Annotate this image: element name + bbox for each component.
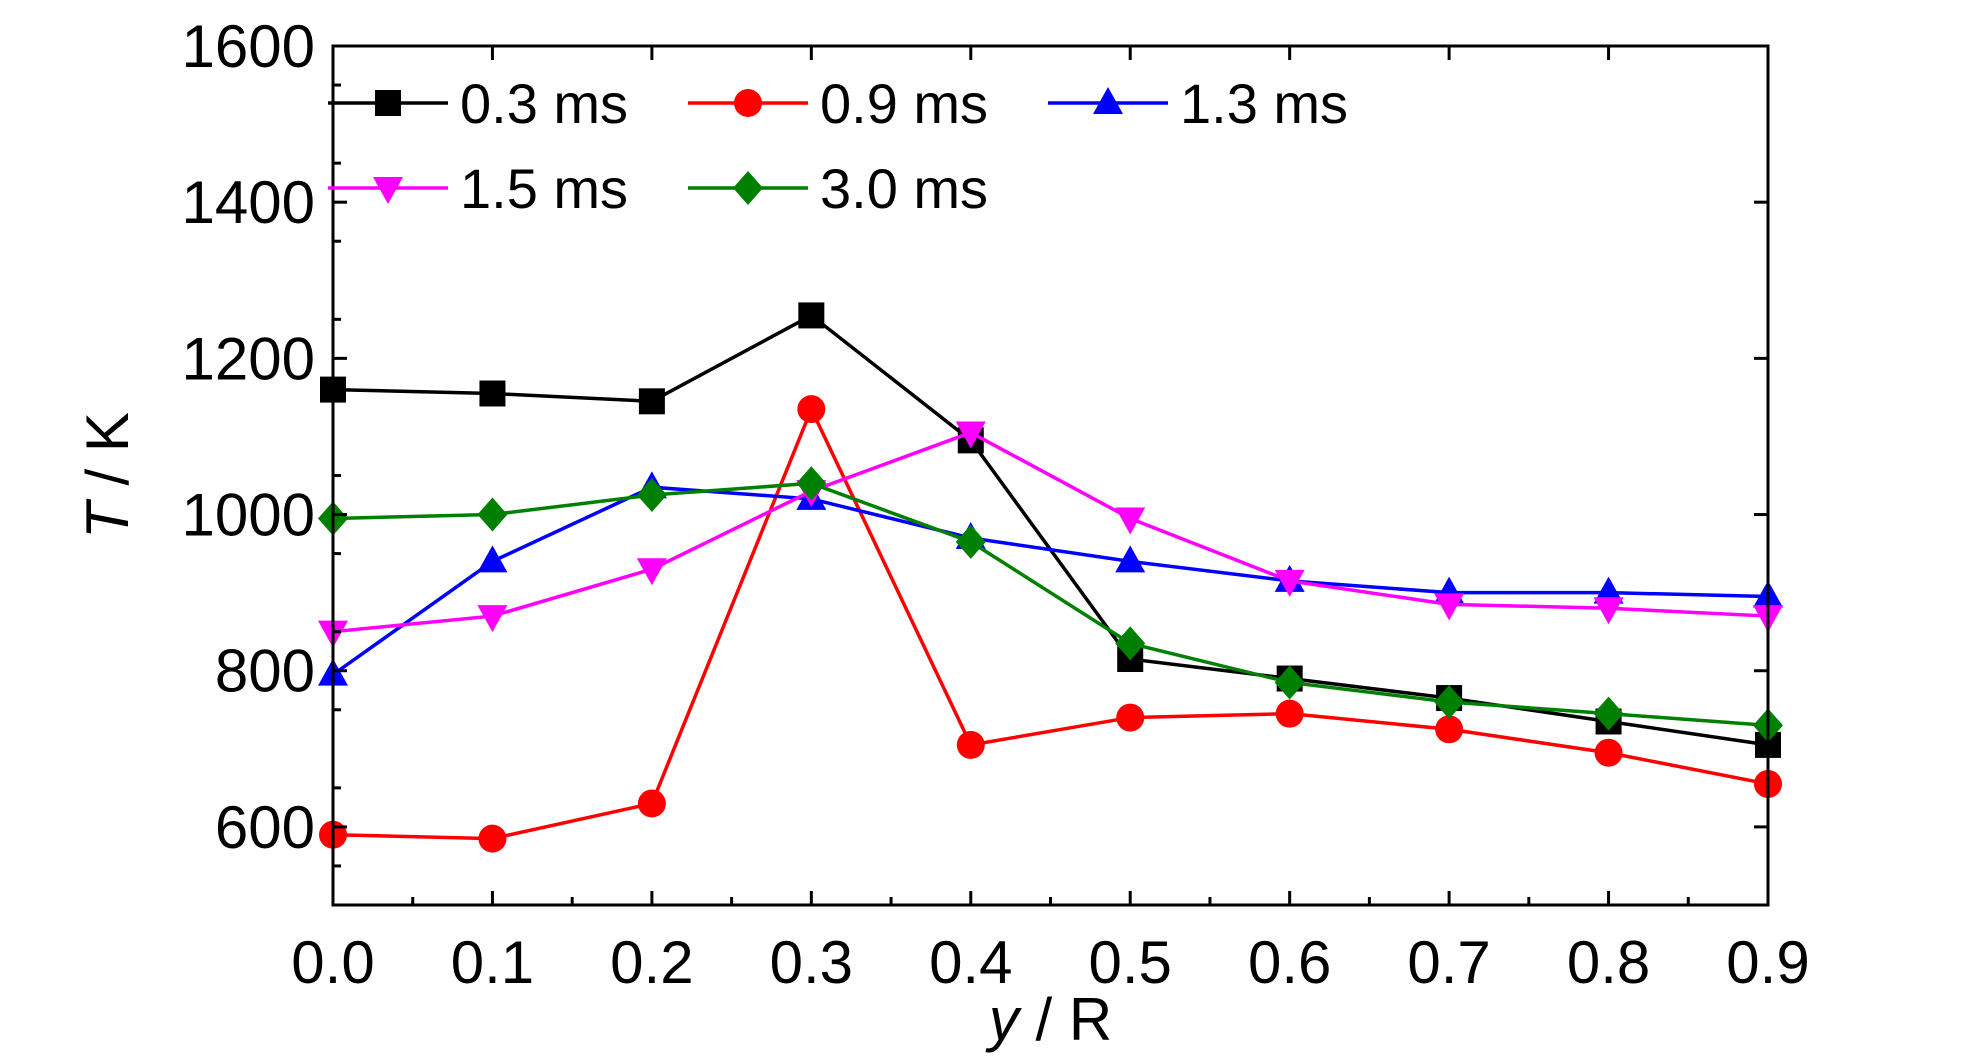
data-point [1593, 597, 1624, 625]
legend-marker [1093, 87, 1123, 114]
series-1-3-ms [318, 471, 1783, 686]
series-0-9-ms [319, 395, 1782, 853]
data-point [955, 524, 986, 559]
legend-item: 1.3 ms [1048, 72, 1348, 135]
data-point [1594, 738, 1623, 767]
legend-item: 3.0 ms [688, 157, 988, 220]
legend-item: 1.5 ms [328, 157, 628, 220]
legend-label: 0.3 ms [460, 72, 628, 135]
data-point [1434, 684, 1465, 719]
y-tick-label: 1000 [182, 482, 315, 549]
data-point [477, 545, 508, 573]
legend-label: 1.5 ms [460, 157, 628, 220]
legend-label: 1.3 ms [1180, 72, 1348, 135]
plot-area [318, 302, 1783, 853]
y-axis-label: T / K [74, 412, 141, 539]
legend-marker [733, 171, 763, 205]
x-tick-label: 0.0 [291, 929, 374, 996]
x-tick-label: 0.5 [1089, 929, 1172, 996]
data-point [478, 824, 507, 853]
series-line [331, 485, 1769, 677]
data-point [637, 789, 666, 818]
x-tick-label: 0.7 [1407, 929, 1490, 996]
y-tick-label: 1200 [182, 325, 315, 392]
x-tick-label: 0.2 [610, 929, 693, 996]
y-axis-unit: / K [74, 412, 141, 502]
data-point [1115, 545, 1146, 573]
series-line [332, 430, 1769, 634]
x-tick-label: 0.9 [1726, 929, 1809, 996]
legend-item: 0.3 ms [328, 72, 628, 135]
x-tick-label: 0.3 [770, 929, 853, 996]
legend-item: 0.9 ms [688, 72, 988, 135]
y-tick-label: 1600 [182, 13, 315, 80]
series-3-0-ms [318, 466, 1783, 743]
x-tick-label: 0.6 [1248, 929, 1331, 996]
legend-label: 0.9 ms [820, 72, 988, 135]
data-point [477, 497, 508, 532]
x-tick-label: 0.4 [929, 929, 1012, 996]
axes: 0.0 0.1 0.2 0.3 0.4 0.5 0.6 0.7 0.8 0.9 600 800 1000… [182, 13, 1810, 996]
y-tick-label: 600 [215, 794, 315, 861]
data-point [638, 388, 665, 415]
data-point [477, 605, 508, 633]
legend-marker [373, 177, 403, 204]
series-0-3-ms [320, 302, 1781, 758]
data-point [1274, 665, 1305, 700]
series-1-5-ms [318, 421, 1783, 648]
data-point [798, 302, 825, 329]
data-point [1115, 507, 1146, 535]
y-axis-variable: T [74, 498, 141, 539]
data-point [636, 478, 667, 513]
series-line [332, 313, 1769, 747]
x-axis-unit: / R [1019, 986, 1112, 1053]
legend-marker [375, 90, 401, 116]
data-point [479, 380, 506, 407]
series-line [332, 481, 1769, 728]
data-point [797, 395, 826, 424]
data-point [1274, 569, 1305, 597]
x-axis-label: y / R [985, 986, 1112, 1053]
data-point [955, 421, 986, 449]
x-tick-label: 0.8 [1567, 929, 1650, 996]
data-point [796, 466, 827, 501]
legend-marker [734, 89, 762, 117]
data-point [1593, 576, 1624, 604]
data-point [1116, 703, 1145, 732]
data-point [1275, 699, 1304, 728]
data-point [1593, 696, 1624, 731]
data-point [636, 558, 667, 586]
data-point [956, 730, 985, 759]
data-point [1435, 715, 1464, 744]
legend-label: 3.0 ms [820, 157, 988, 220]
data-point [1434, 593, 1465, 621]
y-tick-label: 800 [215, 638, 315, 705]
x-tick-label: 0.1 [451, 929, 534, 996]
legend: 0.3 ms 0.9 ms 1.3 ms 1.5 ms 3.0 ms [328, 72, 1348, 220]
data-point [1115, 626, 1146, 661]
series-line [332, 404, 1769, 841]
y-tick-label: 1400 [182, 169, 315, 236]
x-axis-variable: y [985, 986, 1023, 1053]
